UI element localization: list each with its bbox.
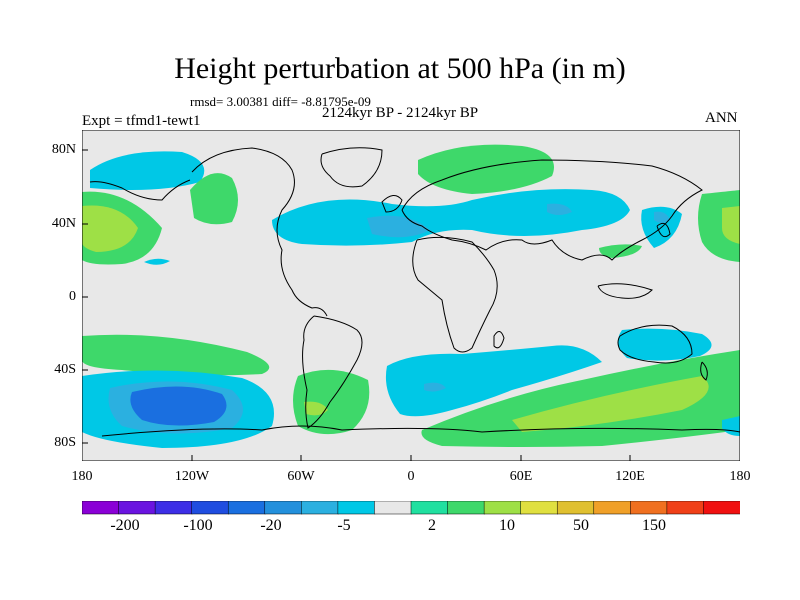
lat-label-80s: 80S [54,435,76,450]
time-period-label: 2124kyr BP - 2124kyr BP [321,105,479,121]
contour-s-pacific-low-core [130,386,227,426]
contour-siberia-high [418,144,554,194]
lon-label-180e: 180 [729,469,751,484]
colorbar-swatch [666,501,705,515]
colorbar-label: 50 [573,517,589,534]
coast-eurasia [401,159,703,261]
coast-new-zealand [700,361,708,381]
lon-label-180w: 180 [71,469,93,484]
coast-australia [617,324,693,364]
contour-southern-ocean-yellow [512,376,709,432]
lat-label-eq: 0 [69,289,76,304]
coast-antarctica [101,425,740,437]
contour-n-america-green [190,173,238,225]
contour-southern-ocean-green [421,350,740,447]
contour-s-indian-low [385,345,602,417]
contour-n-atlantic-eurasia-low [272,189,630,246]
lat-label-80n: 80N [51,142,76,157]
colorbar-swatch [118,501,156,515]
colorbar-swatch [630,501,668,515]
contour-s-pacific-green-band [82,334,270,376]
coast-alaska [89,179,191,201]
contour-asia-deeper-low [547,203,572,215]
coast-british-isles [381,195,403,213]
colorbar-swatch [82,501,120,515]
contour-n-pacific-high-core [82,205,138,252]
coast-indonesia [597,283,653,299]
lon-label-60e: 60E [509,469,533,484]
contour-dateline-high-core [722,206,740,244]
lon-label-120w: 120W [174,469,210,484]
colorbar-label: 150 [642,517,666,534]
axis-ticks [82,149,740,461]
colorbar-label: -100 [183,517,213,534]
contour-nw-pacific-low [90,151,205,190]
contour-small-blue-pacific [144,258,170,265]
colorbar-swatch [227,501,266,515]
colorbar-label: 2 [428,517,436,534]
colorbar [82,501,740,515]
colorbar-swatch [191,501,229,515]
colorbar-swatch [301,501,339,515]
rmsd-diff-stats: rmsd= 3.00381 diff= -8.81795e-09 [190,94,371,109]
colorbar-swatch [483,501,522,515]
map-panel [82,130,740,461]
season-label: ANN [705,110,738,126]
contour-fills [82,144,740,448]
coast-north-america [191,147,328,317]
contour-s-china-green [599,244,642,258]
lon-label-120e: 120E [615,469,645,484]
colorbar-label: 10 [499,517,515,534]
colorbar-swatch [264,501,303,515]
contour-s-atlantic-yellow-core [304,401,328,416]
coast-africa [412,236,498,353]
colorbar-label: -5 [337,517,351,534]
contour-s-indian-low-core [424,382,446,392]
colorbar-swatch [447,501,485,515]
coastlines [89,147,740,437]
coast-madagascar [493,331,505,349]
colorbar-swatch [593,501,632,515]
colorbar-swatch [410,501,449,515]
colorbar-swatch [520,501,558,515]
experiment-label: Expt = tfmd1-tewt1 [82,113,201,129]
contour-s-atlantic-green [293,369,370,435]
coast-greenland [320,147,383,188]
colorbar-label: -20 [260,517,282,534]
coast-japan [656,222,671,238]
lon-label-0: 0 [407,469,415,484]
colorbar-swatch [374,501,412,515]
colorbar-swatch [154,501,193,515]
lon-label-60w: 60W [287,469,315,484]
coast-south-america [302,315,363,429]
contour-europe-deeper-low [367,215,430,238]
contour-nw-pacific-blue-core [654,211,670,223]
contour-australia-blue [618,328,712,361]
lat-label-40n: 40N [51,216,76,231]
chart-title: Height perturbation at 500 hPa (in m) [174,52,626,85]
colorbar-label: -200 [110,517,140,534]
lat-label-40s: 40S [54,362,76,377]
colorbar-swatch [556,501,595,515]
colorbar-swatch [703,501,740,515]
colorbar-swatch [337,501,376,515]
